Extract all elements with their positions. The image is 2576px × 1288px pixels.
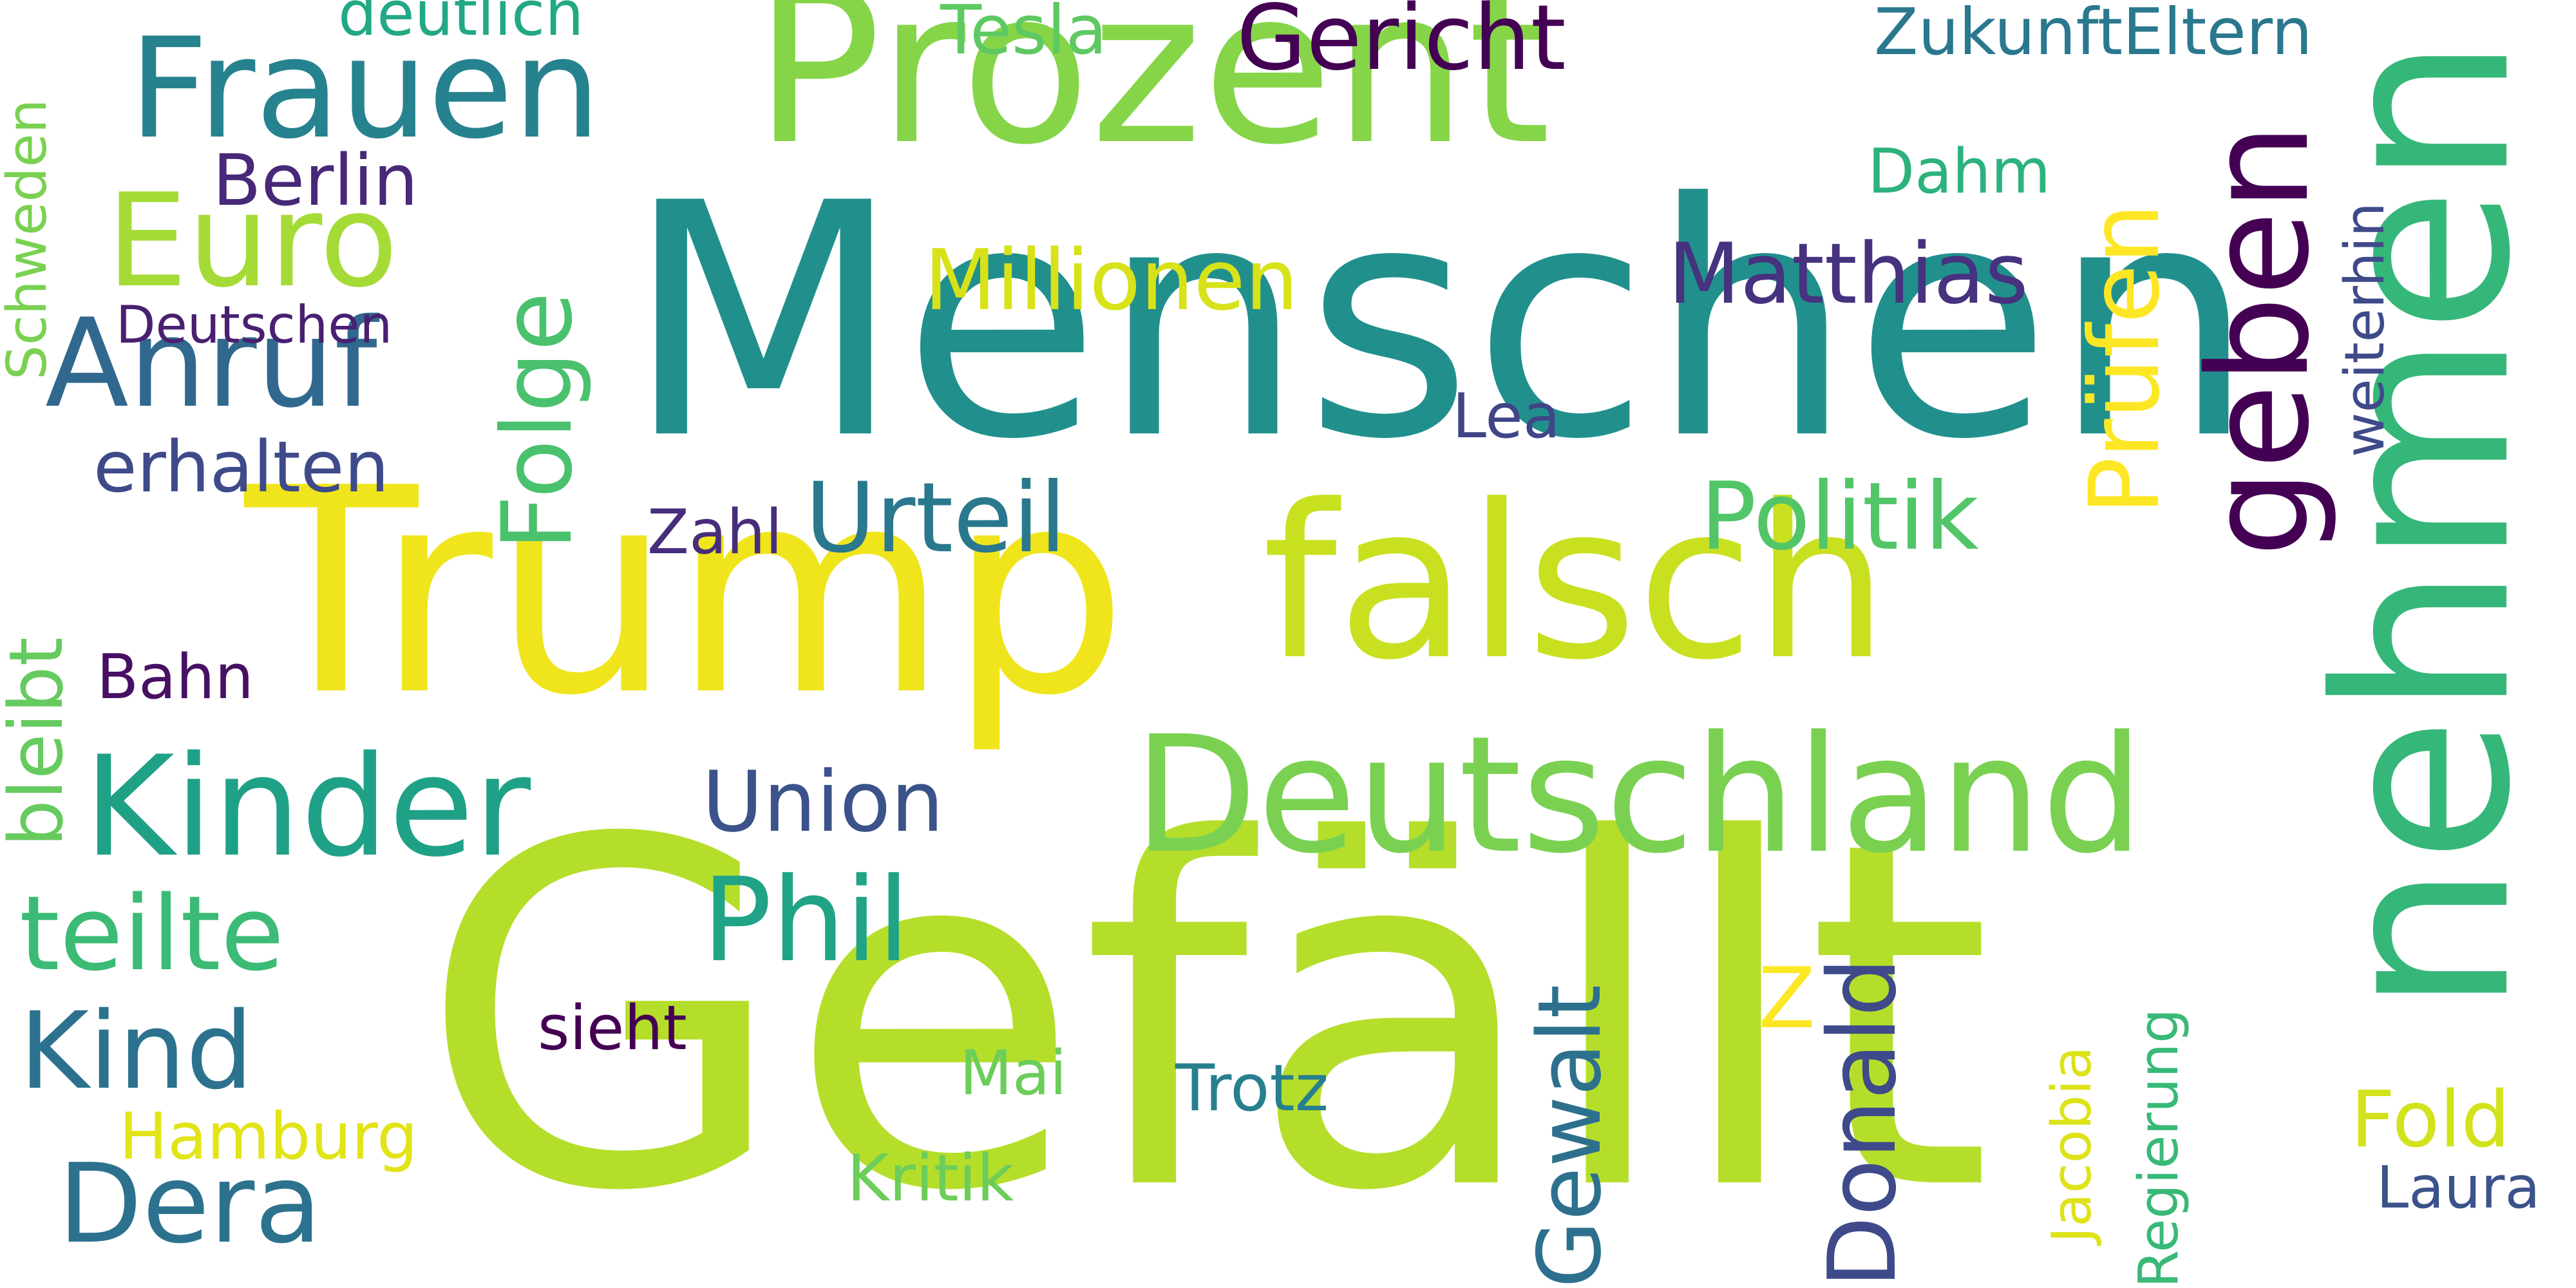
word-zahl: Zahl: [647, 497, 782, 568]
word-trotz: Trotz: [1175, 1050, 1329, 1126]
word-deutlich: deutlich: [338, 0, 584, 50]
word-berlin: Berlin: [213, 139, 419, 222]
word-gefallt: Gefällt: [419, 740, 1993, 1288]
word-nehmen: nehmen: [2286, 35, 2563, 1014]
word-lea: Lea: [1452, 381, 1560, 452]
word-kind: Kind: [19, 989, 254, 1113]
word-trump: Trump: [245, 428, 1128, 757]
word-falsch: falsch: [1262, 459, 1889, 706]
word-zukunfteltern: ZukunftEltern: [1874, 0, 2313, 70]
word-bahn: Bahn: [97, 642, 254, 713]
word-matthias: Matthias: [1668, 225, 2029, 323]
word-geben: geben: [2178, 123, 2340, 557]
word-weiterhin: weiterhin: [2333, 202, 2397, 457]
word-millionen: Millionen: [924, 231, 1298, 329]
word-euro: Euro: [106, 166, 399, 316]
word-laura: Laura: [2376, 1154, 2541, 1222]
word-gewalt: Gewalt: [1519, 984, 1620, 1288]
word-fold: Fold: [2351, 1075, 2510, 1165]
word-teilte: teilte: [19, 873, 285, 994]
word-phil: Phil: [702, 853, 910, 988]
word-deutschland: Deutschland: [1133, 701, 2144, 889]
word-urteil: Urteil: [805, 462, 1066, 574]
word-mai: Mai: [960, 1038, 1067, 1109]
word-jacobia: Jacobia: [2040, 1046, 2104, 1243]
word-kinder: Kinder: [84, 726, 531, 887]
word-donald: Donald: [1808, 957, 1917, 1288]
word-prozent: Prozent: [753, 0, 1551, 191]
word-bleibt: bleibt: [0, 637, 80, 847]
word-kritik: Kritik: [847, 1141, 1014, 1216]
word-dera: Dera: [58, 1141, 322, 1268]
word-z: Z: [1758, 949, 1816, 1047]
word-prufen: Prüfen: [2069, 203, 2181, 515]
word-folge: Folge: [482, 292, 594, 551]
word-union: Union: [702, 753, 944, 851]
word-schweden: Schweden: [0, 99, 59, 381]
word-hamburg: Hamburg: [119, 1099, 418, 1174]
word-dahm: Dahm: [1868, 137, 2051, 207]
word-anruf: Anruf: [45, 292, 377, 435]
word-regierung: Regierung: [2127, 1008, 2191, 1288]
word-gericht: Gericht: [1236, 0, 1566, 91]
word-frauen: Frauen: [129, 8, 601, 169]
word-politik: Politik: [1700, 462, 1979, 571]
word-menschen: Menschen: [625, 135, 2256, 509]
word-tesla: Tesla: [940, 0, 1108, 70]
word-erhalten: erhalten: [93, 426, 390, 508]
word-sieht: sieht: [538, 993, 687, 1064]
word-deutschen: Deutschen: [116, 295, 393, 355]
